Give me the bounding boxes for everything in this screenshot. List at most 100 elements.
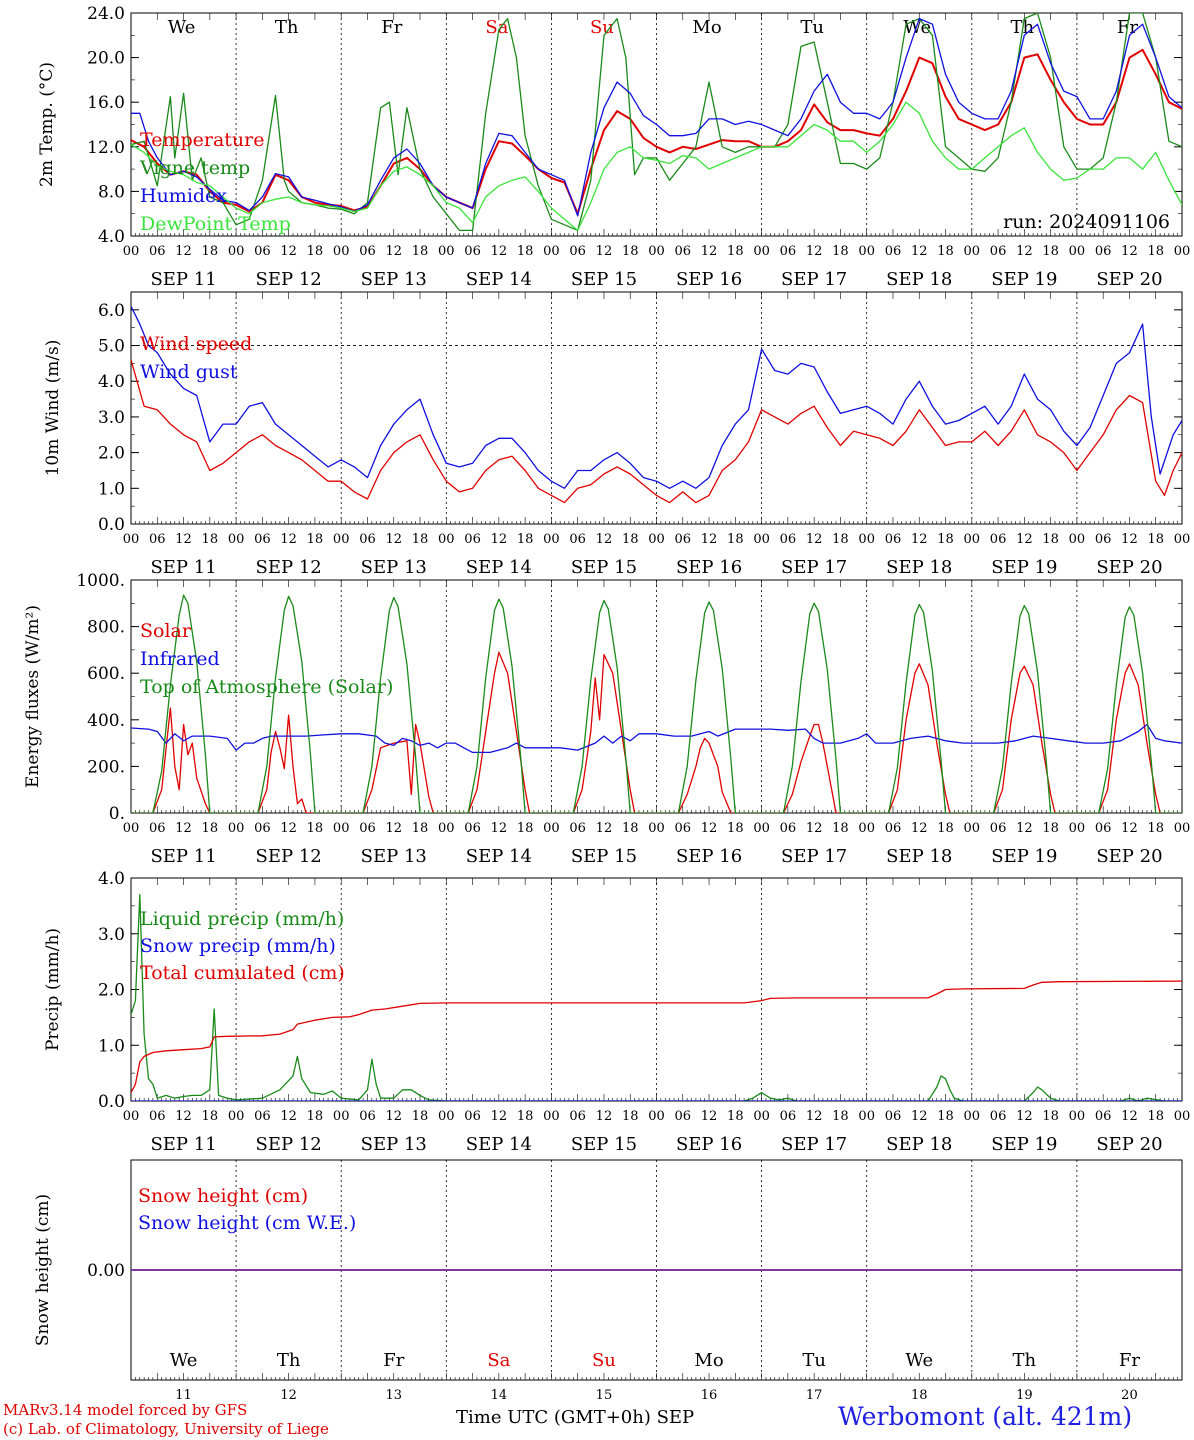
date-label: SEP 20 (1096, 557, 1162, 578)
series-group (131, 13, 1182, 232)
x-hour-label: 12 (385, 244, 402, 259)
date-label: SEP 19 (991, 846, 1057, 867)
x-hour-label: 18 (1147, 532, 1164, 547)
x-hour-label: 00 (858, 821, 875, 836)
date-label: SEP 12 (256, 269, 322, 290)
x-axis-title: Time UTC (GMT+0h) SEP (456, 1407, 695, 1428)
x-hour-label: 00 (333, 821, 350, 836)
date-label: SEP 19 (991, 557, 1057, 578)
y-tick-label: 4.0 (98, 227, 125, 247)
y-tick-label: 1.0 (98, 479, 125, 499)
day-name-label: Fr (1119, 1350, 1140, 1371)
x-hour-label: 00 (858, 1109, 875, 1124)
series-line-wind-gust (131, 306, 1182, 489)
y-axis-label: 10m Wind (m/s) (43, 340, 63, 477)
x-hour-label: 06 (464, 1109, 481, 1124)
x-hour-label: 12 (1016, 532, 1033, 547)
day-name-label: Fr (381, 17, 402, 38)
x-hour-label: 06 (359, 1109, 376, 1124)
x-hour-label: 00 (333, 244, 350, 259)
day-name-label: We (170, 1350, 198, 1371)
x-hour-label: 00 (648, 244, 665, 259)
x-hour-label: 18 (1042, 1109, 1059, 1124)
x-hour-label: 00 (1069, 244, 1086, 259)
x-hour-label: 00 (543, 244, 560, 259)
date-label: SEP 13 (361, 557, 427, 578)
x-hour-label: 06 (359, 244, 376, 259)
x-hour-label: 12 (280, 1109, 297, 1124)
day-name-label: Su (590, 17, 614, 38)
legend-entry: Total cumulated (cm) (140, 962, 345, 984)
x-hour-label: 18 (622, 1109, 639, 1124)
day-name-label: Fr (383, 1350, 404, 1371)
date-label: SEP 11 (150, 1134, 216, 1155)
date-label: SEP 20 (1096, 846, 1162, 867)
x-hour-label: 18 (1042, 821, 1059, 836)
x-hour-label: 06 (569, 821, 586, 836)
x-hour-label: 12 (175, 1109, 192, 1124)
x-hour-label: 00 (543, 821, 560, 836)
x-hour-label: 00 (543, 1109, 560, 1124)
day-name-label: Th (277, 1350, 301, 1371)
x-hour-label: 12 (911, 244, 928, 259)
y-tick-label: 0.00 (87, 1261, 125, 1281)
series-group (131, 894, 1182, 1101)
x-hour-label: 12 (701, 1109, 718, 1124)
legend-entry: Liquid precip (mm/h) (140, 908, 344, 930)
x-hour-label: 00 (228, 244, 245, 259)
date-label: SEP 13 (361, 1134, 427, 1155)
x-hour-label: 12 (385, 1109, 402, 1124)
date-label: SEP 17 (781, 1134, 847, 1155)
x-hour-label: 00 (438, 532, 455, 547)
y-axis-label: Snow height (cm) (33, 1194, 53, 1346)
date-label: SEP 17 (781, 269, 847, 290)
x-hour-label: 00 (858, 532, 875, 547)
day-name-label: We (905, 1350, 933, 1371)
legend-entry: Top of Atmosphere (Solar) (140, 676, 393, 698)
x-hour-label: 06 (990, 244, 1007, 259)
x-hour-label: 06 (254, 244, 271, 259)
x-hour-label: 12 (806, 821, 823, 836)
x-hour-label: 18 (202, 1109, 219, 1124)
x-hour-label: 06 (359, 532, 376, 547)
y-tick-label: 6.0 (98, 301, 125, 321)
x-hour-label: 00 (123, 821, 140, 836)
x-hour-label: 06 (1095, 244, 1112, 259)
day-name-label: Sa (487, 1350, 510, 1371)
day-name-label: Mo (694, 1350, 723, 1371)
legend-entry: Solar (140, 620, 192, 642)
series-group (131, 594, 1182, 813)
x-hour-label: 06 (464, 821, 481, 836)
x-hour-label: 00 (1174, 821, 1191, 836)
x-hour-label: 06 (149, 532, 166, 547)
series-line-dewpoint-temp (131, 101, 1182, 232)
x-hour-label: 18 (202, 821, 219, 836)
legend-entry: Snow height (cm) (138, 1185, 308, 1207)
y-tick-label: 16.0 (87, 93, 125, 113)
x-hour-label: 00 (648, 532, 665, 547)
x-hour-label: 18 (727, 532, 744, 547)
x-hour-label: 18 (307, 244, 324, 259)
x-hour-label: 00 (438, 821, 455, 836)
date-label: SEP 11 (150, 269, 216, 290)
series-line-top-of-atmosphere-solar- (131, 594, 1182, 813)
y-tick-label: 2.0 (98, 981, 125, 1001)
x-hour-label: 06 (990, 821, 1007, 836)
x-hour-label: 18 (517, 532, 534, 547)
x-hour-label: 18 (832, 532, 849, 547)
x-hour-label: 12 (280, 244, 297, 259)
day-number-label: 16 (701, 1388, 718, 1403)
x-hour-label: 12 (1121, 821, 1138, 836)
date-label: SEP 19 (991, 269, 1057, 290)
series-line-wind-speed (131, 359, 1182, 504)
legend-entry: Infrared (140, 648, 220, 670)
y-tick-label: 0.0 (98, 1092, 125, 1112)
date-label: SEP 20 (1096, 269, 1162, 290)
series-line-solar (131, 651, 1182, 813)
x-hour-label: 00 (964, 1109, 981, 1124)
date-label: SEP 13 (361, 846, 427, 867)
x-hour-label: 18 (622, 532, 639, 547)
x-hour-label: 18 (832, 1109, 849, 1124)
date-label: SEP 11 (150, 846, 216, 867)
day-name-label: We (168, 17, 196, 38)
